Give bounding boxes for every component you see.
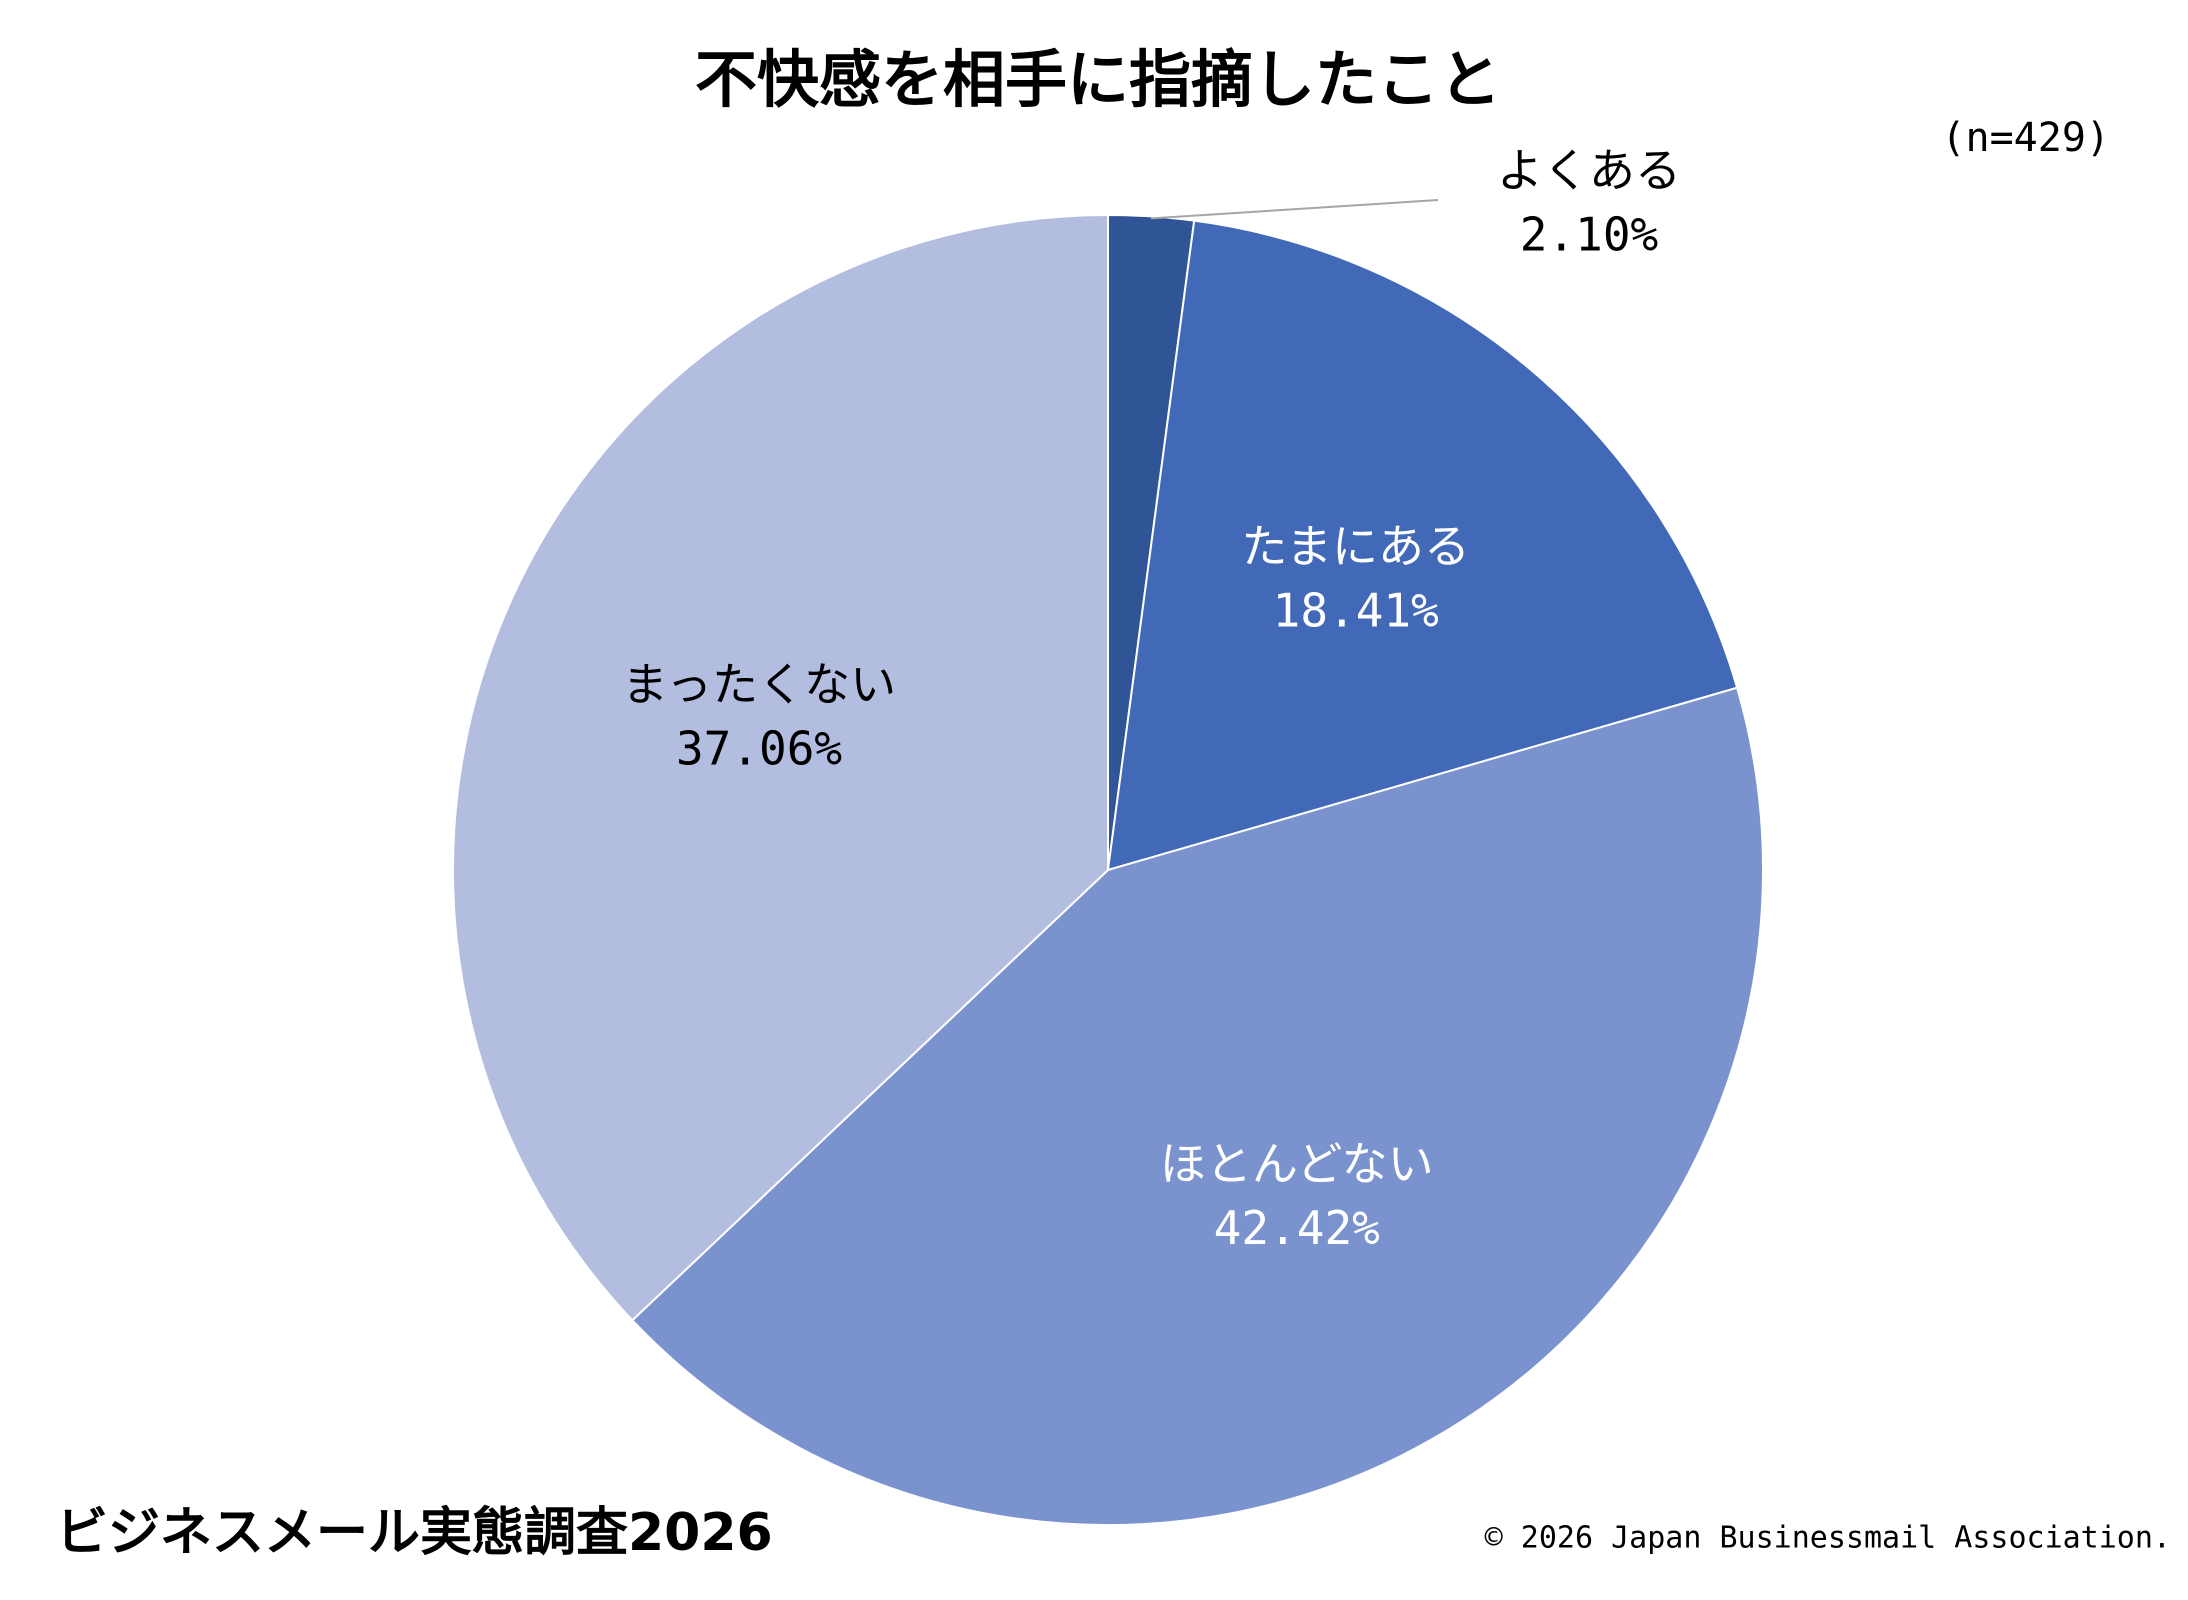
slice-category: ほとんどない	[1160, 1137, 1434, 1191]
slice-category: まったくない	[622, 657, 896, 711]
sample-size: (n=429)	[1941, 115, 2110, 161]
pie-labels: よくある 2.10% たまにある 18.41% ほとんどない 42.42% まったくない 37…	[622, 144, 1681, 1256]
chart-title: 不快感を相手に指摘したこと	[695, 43, 1501, 116]
pie-slice	[452, 213, 1109, 1322]
slice-value: 42.42%	[1214, 1201, 1380, 1255]
pie	[452, 213, 1764, 1527]
copyright: © 2026 Japan Businessmail Association.	[1485, 1521, 2171, 1556]
pie-slice	[1106, 219, 1739, 872]
pie-slice	[630, 686, 1764, 1527]
footer: ビジネスメール実態調査2026	[56, 1503, 773, 1563]
slice-category: よくある	[1497, 144, 1681, 198]
slice-value: 37.06%	[676, 721, 842, 775]
slice-value: 18.41%	[1273, 583, 1439, 637]
slice-category: たまにある	[1241, 519, 1470, 573]
slice-value: 2.10%	[1520, 208, 1658, 262]
leader-line	[1150, 199, 1439, 220]
